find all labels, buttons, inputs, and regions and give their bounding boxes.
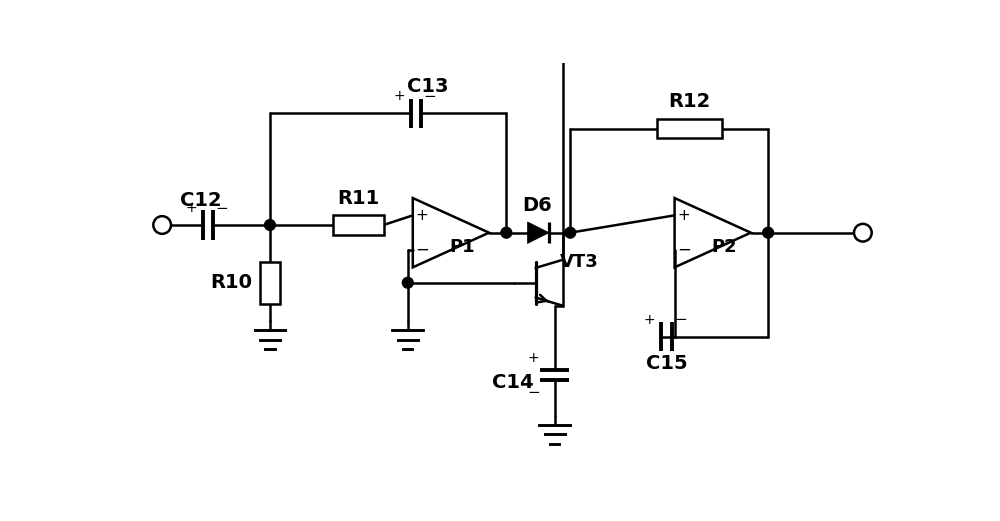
Text: +: + [393,90,405,103]
Text: P2: P2 [711,238,737,255]
Circle shape [153,216,171,234]
Text: −: − [527,384,540,400]
Text: −: − [424,89,436,104]
Text: +: + [527,351,539,365]
Text: P1: P1 [450,238,475,255]
Text: −: − [415,241,429,259]
Text: +: + [186,201,197,215]
Text: +: + [644,313,655,327]
Text: C14: C14 [492,374,533,392]
Text: R12: R12 [668,92,711,111]
Circle shape [501,227,512,238]
Text: +: + [677,208,690,223]
Text: −: − [677,241,691,259]
Text: VT3: VT3 [560,253,599,271]
Text: D6: D6 [522,196,552,215]
Text: C12: C12 [180,191,221,210]
Text: +: + [416,208,428,223]
Bar [657,119,722,139]
Circle shape [265,219,275,230]
Circle shape [854,224,872,242]
Text: −: − [674,312,687,327]
Text: C13: C13 [407,77,449,96]
Bar [260,262,280,304]
Text: R10: R10 [210,273,252,292]
Circle shape [565,227,576,238]
Bar [333,215,384,234]
Text: −: − [216,201,229,216]
Polygon shape [528,222,549,243]
Text: C15: C15 [646,354,687,373]
Circle shape [763,227,774,238]
Text: R11: R11 [337,189,380,207]
Circle shape [402,277,413,288]
